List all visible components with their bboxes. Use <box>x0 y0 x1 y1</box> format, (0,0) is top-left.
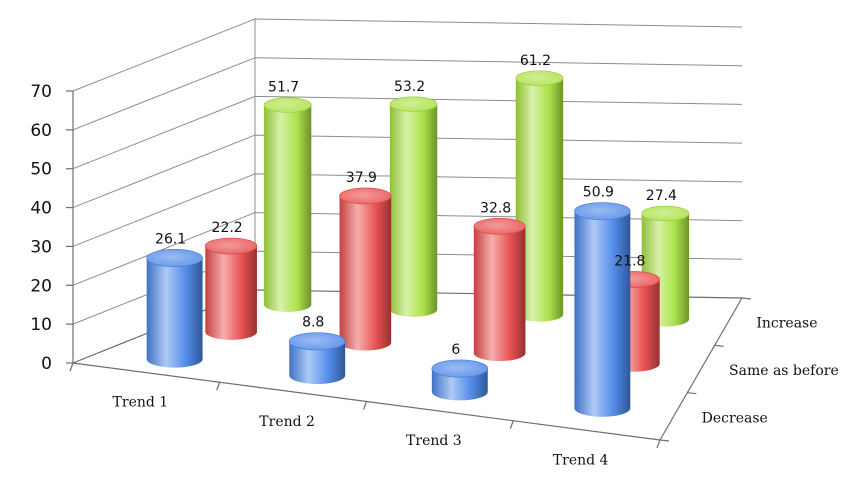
cylinder-top <box>339 187 392 205</box>
cylinder-top <box>515 70 564 86</box>
data-label: 37.9 <box>346 170 377 186</box>
cylinder-same-as-before <box>473 217 526 362</box>
data-label: 50.9 <box>583 185 614 201</box>
cylinder-body <box>431 368 488 401</box>
cylinder-body <box>339 195 392 351</box>
x-tick-label: Trend 1 <box>113 395 169 411</box>
y-axis: 0 10 20 30 40 50 60 70 <box>30 82 73 374</box>
depth-axis-line <box>659 297 743 441</box>
cylinder-body <box>515 78 564 322</box>
depth-tick-label: Increase <box>756 316 817 332</box>
y-tick-label: 40 <box>30 199 52 219</box>
cylinder-top <box>205 237 258 255</box>
y-tick-label: 20 <box>30 276 52 296</box>
data-label: 27.4 <box>646 188 677 204</box>
cylinder-same-as-before <box>339 187 392 351</box>
data-label: 61.2 <box>520 53 551 69</box>
cylinder-body <box>289 341 346 385</box>
cylinder-increase <box>263 97 312 312</box>
x-tick-mark <box>69 362 74 372</box>
cylinder-top <box>574 202 631 221</box>
cylinder-decrease <box>146 249 203 368</box>
cylinder-body <box>574 211 631 417</box>
x-tick-mark <box>656 439 661 449</box>
y-tick-label: 0 <box>41 354 52 374</box>
x-axis: Trend 1 Trend 2 Trend 3 Trend 4 <box>69 362 661 468</box>
depth-tick-label: Same as before <box>729 363 839 379</box>
data-label: 8.8 <box>302 315 324 331</box>
cylinders <box>146 70 690 417</box>
y-tick-label: 50 <box>30 160 52 180</box>
x-tick-label: Trend 4 <box>553 452 609 468</box>
depth-tick-mark <box>659 439 670 442</box>
data-label: 21.8 <box>614 253 645 269</box>
cylinder-top <box>473 217 526 235</box>
x-tick-mark <box>509 420 514 429</box>
depth-tick-label: Decrease <box>702 410 768 426</box>
data-label: 53.2 <box>394 79 425 95</box>
chart-walls <box>72 18 743 441</box>
cylinder-top <box>288 332 346 351</box>
x-tick-mark <box>362 401 368 410</box>
data-label: 26.1 <box>155 231 186 247</box>
depth-tick-mark <box>687 392 697 395</box>
depth-tick-mark <box>741 297 752 300</box>
cylinder-top <box>431 359 489 378</box>
x-tick-mark <box>216 382 221 391</box>
x-tick-label: Trend 3 <box>406 433 462 449</box>
cylinder-top <box>389 96 438 112</box>
y-tick-label: 60 <box>30 121 52 141</box>
y-tick-label: 10 <box>30 315 52 335</box>
y-tick-label: 30 <box>30 237 52 257</box>
depth-axis: Decrease Same as before Increase <box>659 297 839 442</box>
data-label: 22.2 <box>212 220 243 236</box>
cylinder-body <box>205 246 257 340</box>
y-tick-label: 70 <box>30 82 52 102</box>
cylinder-increase <box>389 96 438 317</box>
depth-tick-mark <box>714 344 724 347</box>
cylinder-decrease <box>574 202 631 417</box>
data-labels: 51.7 53.2 61.2 27.4 22.2 37.9 32.8 21.8 26.1 8.8 6… <box>155 53 677 358</box>
data-label: 32.8 <box>480 200 511 216</box>
cylinder-top <box>641 205 690 222</box>
cylinder-same-as-before <box>205 237 258 340</box>
cylinder-decrease <box>431 359 489 401</box>
data-label: 51.7 <box>268 80 299 96</box>
cylinder-top <box>263 97 312 113</box>
cylinder-body <box>473 226 526 362</box>
cylinder-increase <box>515 70 564 322</box>
cylinder-body <box>263 105 312 312</box>
cylinder-body <box>146 258 203 368</box>
cylinder-body <box>389 104 438 317</box>
x-tick-label: Trend 2 <box>259 414 315 430</box>
cylinder-decrease <box>288 332 346 385</box>
data-label: 6 <box>451 342 460 358</box>
cylinder-top <box>146 249 203 267</box>
